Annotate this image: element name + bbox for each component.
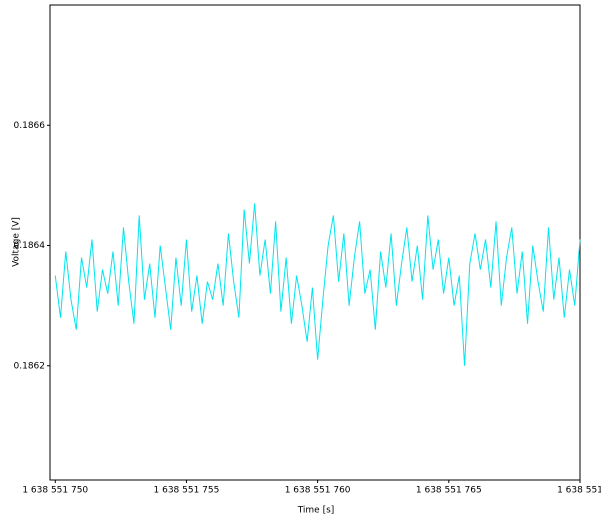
x-tick-label: 1 638 551 765	[416, 486, 482, 496]
plot-frame	[49, 4, 581, 481]
y-tick-label: 0.1866	[14, 121, 46, 131]
x-tick-label: 1 638 551 755	[154, 486, 220, 496]
x-tick-label: 1 638 551 760	[285, 486, 351, 496]
x-tick-label: 1 638 551	[557, 486, 601, 496]
y-tick-label: 0.1864	[14, 241, 46, 251]
y-tick-label: 0.1862	[14, 361, 46, 371]
x-axis-label: Time [s]	[297, 506, 335, 516]
signal-line	[54, 203, 581, 366]
y-axis-label: Voltage [V]	[12, 217, 22, 267]
x-tick-label: 1 638 551 750	[22, 486, 88, 496]
